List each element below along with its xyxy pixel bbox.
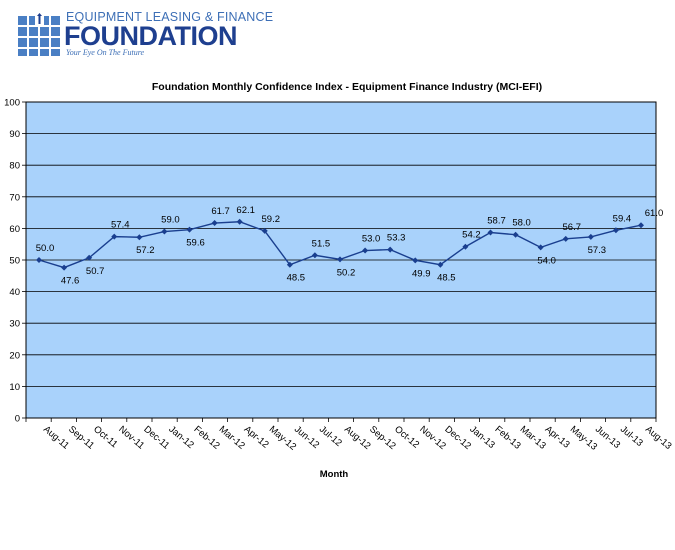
x-tick-label: Jul-13 [618,424,645,449]
data-point [136,234,143,241]
data-label: 58.0 [512,218,531,229]
data-point [638,222,644,229]
x-tick-label: Feb-13 [493,424,523,452]
x-tick-label: Dec-12 [442,424,473,452]
foundation-logo: EQUIPMENT LEASING & FINANCE FOUNDATION Y… [18,6,273,58]
y-tick-label: 20 [9,350,20,361]
data-point [612,227,619,234]
data-point [562,235,569,242]
x-tick-label: Jul-12 [317,424,344,449]
data-point [512,231,519,238]
data-point [261,227,268,234]
data-point [86,254,93,261]
data-label: 50.0 [36,243,55,254]
data-label: 58.7 [487,216,506,227]
x-tick-label: Jun-12 [292,424,321,451]
x-tick-label: Jan-12 [166,424,195,451]
data-label: 59.4 [613,213,632,224]
data-label: 50.2 [337,267,356,278]
x-axis-label: Month [320,469,349,480]
x-tick-label: Aug-12 [342,424,373,452]
y-tick-label: 10 [9,382,20,393]
data-label: 49.9 [412,268,431,279]
y-tick-label: 30 [9,319,20,330]
x-tick-label: Apr-12 [242,424,271,451]
data-label: 62.1 [236,205,255,216]
logo-tagline: Your Eye On The Future [66,48,145,57]
x-tick-label: Sep-11 [66,424,96,452]
data-point [236,218,243,225]
data-label: 57.3 [588,245,607,256]
data-label: 59.2 [262,214,281,225]
data-point [412,257,419,264]
y-tick-label: 100 [4,98,20,109]
x-tick-label: Nov-11 [116,424,146,452]
x-tick-label: Mar-13 [518,424,548,452]
x-tick-label: Feb-12 [192,424,222,452]
data-point [537,244,544,251]
x-tick-label: Nov-12 [417,424,448,452]
data-point [186,226,193,233]
data-label: 57.4 [111,220,130,231]
x-tick-label: Dec-11 [141,424,171,452]
y-tick-label: 70 [9,192,20,203]
data-point [286,261,293,268]
chart-title: Foundation Monthly Confidence Index - Eq… [152,81,542,93]
logo-line-2: FOUNDATION [64,21,237,51]
data-label: 47.6 [61,276,80,287]
data-point [437,261,444,268]
y-tick-label: 40 [9,287,20,298]
data-label: 53.0 [362,234,381,245]
data-label: 59.6 [186,238,205,249]
logo-line-1: EQUIPMENT LEASING & FINANCE [66,10,274,24]
x-tick-label: Mar-12 [217,424,247,452]
series-group: 50.0 47.6 50.7 57.4 57.2 59.0 59.6 61.7 62.1 59.2… [36,205,664,287]
y-tick-label: 0 [15,414,20,425]
data-point [362,247,369,254]
data-point [462,243,469,250]
x-tick-label: Aug-11 [41,424,71,452]
data-point [61,264,68,271]
data-label: 51.5 [312,238,331,249]
data-label: 54.2 [462,230,481,241]
y-tick-label: 80 [9,161,20,172]
data-point [111,233,118,240]
data-point [487,229,494,236]
data-label: 56.7 [563,222,582,233]
x-tick-label: Jan-13 [467,424,496,451]
data-label: 61.7 [211,206,230,217]
data-point [211,220,218,227]
x-tick-label: May-12 [267,424,298,453]
y-tick-label: 50 [9,256,20,267]
data-point [36,257,42,263]
data-label: 48.5 [287,273,306,284]
data-point [161,228,168,235]
y-tick-label: 60 [9,224,20,235]
data-point [587,233,594,240]
data-label: 54.0 [537,255,556,266]
x-tick-label: May-13 [568,424,599,453]
data-label: 50.7 [86,266,105,277]
data-point [311,252,318,259]
data-label: 57.2 [136,245,155,256]
x-tick-label: Oct-12 [392,424,421,451]
y-axis-ticks: 0 10 20 30 40 50 60 70 80 90 100 [4,98,26,425]
data-label: 61.0 [645,208,664,219]
data-point [337,256,343,263]
x-tick-label: Jun-13 [593,424,622,451]
x-tick-label: Sep-12 [367,424,398,452]
x-tick-label: Oct-11 [91,424,119,450]
x-axis-ticks: Aug-11Sep-11Oct-11Nov-11Dec-11Jan-12Feb-… [25,418,674,453]
data-point [387,246,394,253]
data-label: 48.5 [437,273,456,284]
x-tick-label: Apr-13 [543,424,572,451]
gridlines [26,101,656,419]
y-tick-label: 90 [9,129,20,140]
data-label: 53.3 [387,233,406,244]
logo-grid-icon [18,12,60,56]
x-tick-label: Aug-13 [643,424,674,452]
data-label: 59.0 [161,215,180,226]
